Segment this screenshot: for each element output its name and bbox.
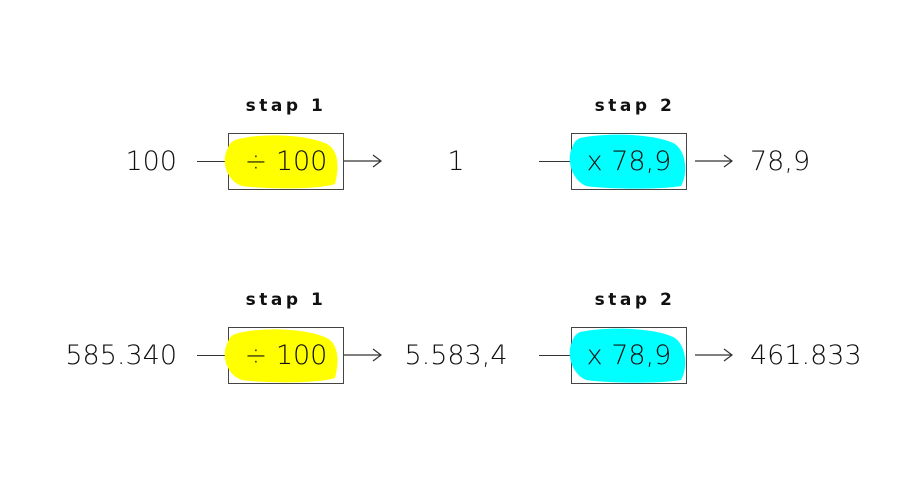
calculation-row-2: stap 1 stap 2 585.340 ÷ 100 5.583,4 x 78… (0, 290, 901, 400)
connector-line (539, 355, 572, 356)
step1-label: stap 1 (245, 96, 327, 116)
step1-operation-box: ÷ 100 (224, 327, 344, 384)
yellow-highlight-blob (224, 135, 338, 189)
input-value: 585.340 (65, 340, 177, 371)
step2-operation-box: x 78,9 (569, 133, 687, 190)
step2-operation-text: x 78,9 (586, 146, 672, 177)
step1-operation-text: ÷ 100 (244, 146, 328, 177)
connector-line (539, 161, 572, 162)
output-value: 78,9 (750, 146, 811, 177)
cyan-highlight-blob (569, 134, 686, 189)
connector-line (197, 355, 229, 356)
step1-operation-box: ÷ 100 (224, 133, 344, 190)
cyan-highlight-blob (569, 328, 686, 383)
step2-operation-box: x 78,9 (569, 327, 687, 384)
intermediate-value: 5.583,4 (404, 340, 508, 371)
arrow-right-icon (344, 348, 382, 362)
calculation-row-1: stap 1 stap 2 100 ÷ 100 1 x 78,9 78,9 (0, 96, 901, 206)
arrow-right-icon (695, 154, 733, 168)
step1-operation-text: ÷ 100 (244, 340, 328, 371)
arrow-right-icon (695, 348, 733, 362)
input-value: 100 (125, 146, 177, 177)
step2-operation-text: x 78,9 (586, 340, 672, 371)
yellow-highlight-blob (224, 329, 338, 383)
step2-label: stap 2 (594, 96, 676, 116)
step2-label: stap 2 (594, 290, 676, 310)
output-value: 461.833 (750, 340, 862, 371)
intermediate-value: 1 (447, 146, 465, 177)
connector-line (197, 161, 229, 162)
step1-label: stap 1 (245, 290, 327, 310)
arrow-right-icon (344, 154, 382, 168)
